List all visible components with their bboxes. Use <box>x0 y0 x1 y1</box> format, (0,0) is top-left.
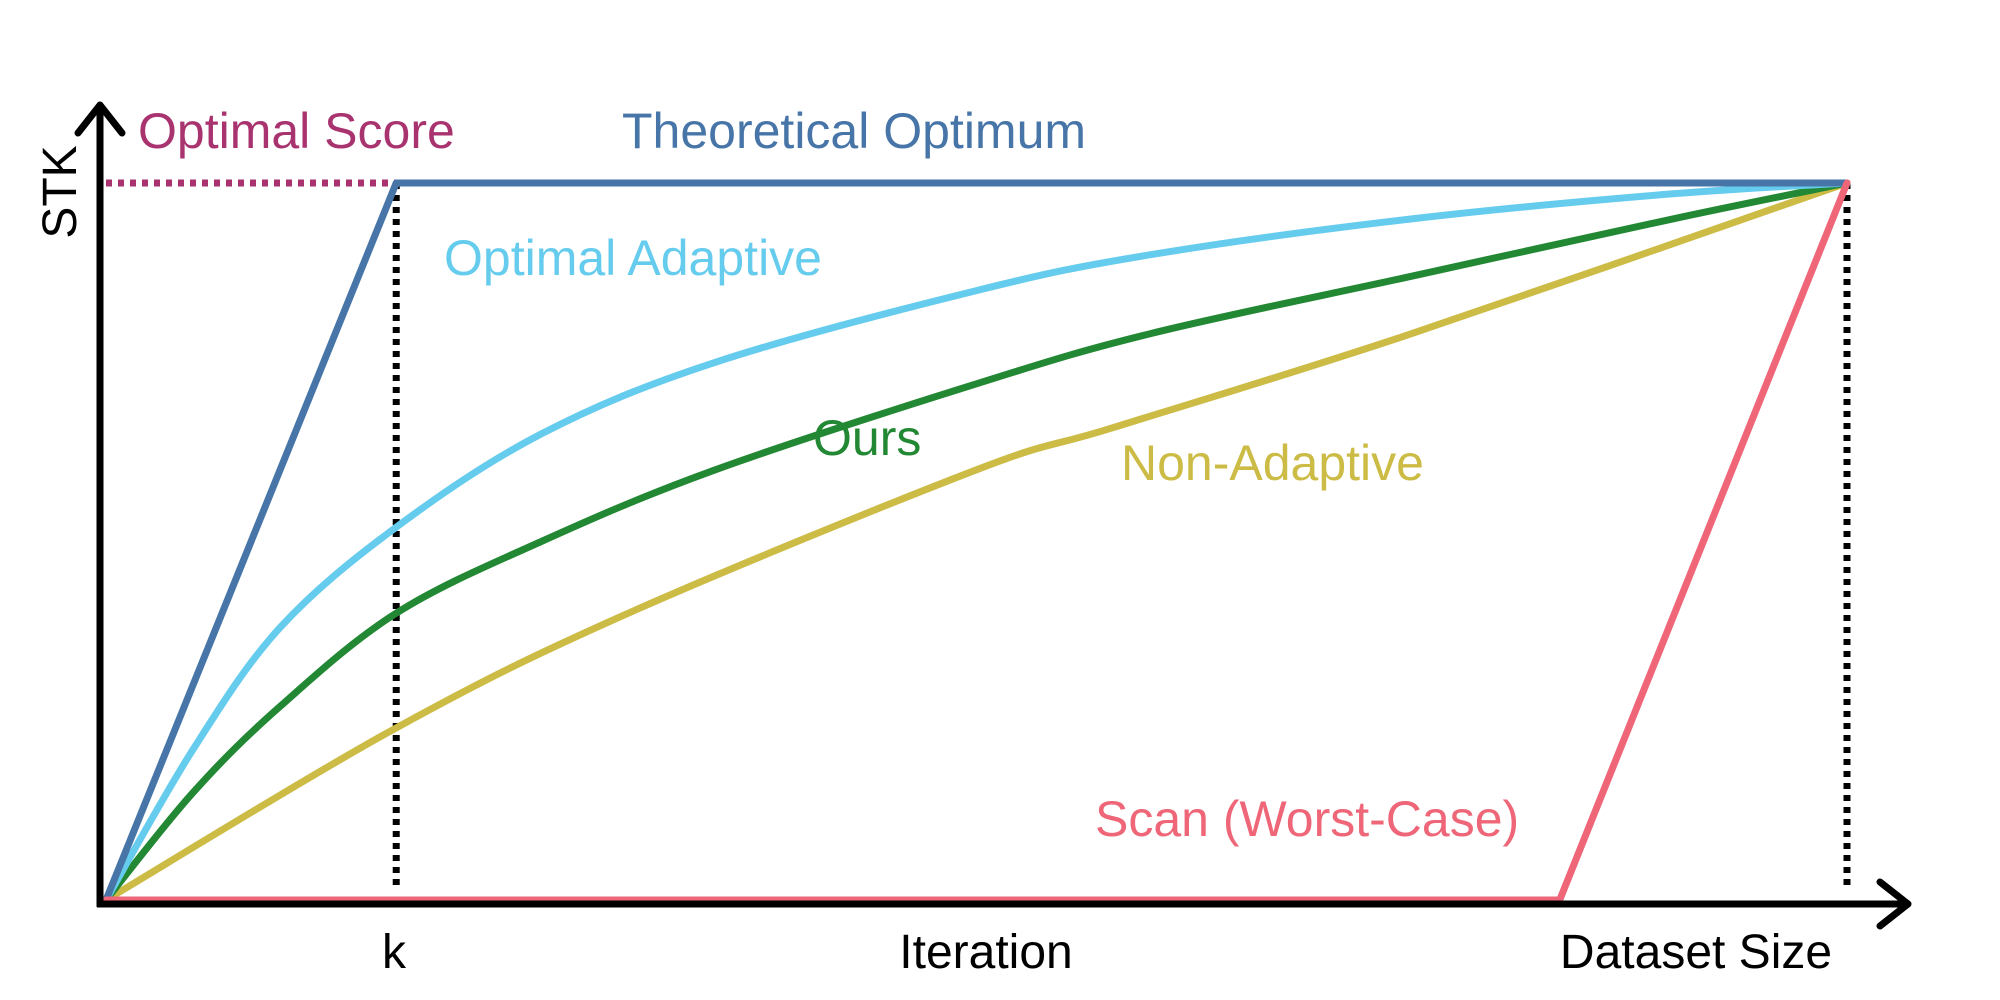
x-tick-label-k: k <box>382 926 407 979</box>
x-tick-label-dataset-size: Dataset Size <box>1560 926 1832 979</box>
label-scan-worst-case: Scan (Worst-Case) <box>1095 791 1519 847</box>
series-line-optimal-adaptive <box>102 179 1851 904</box>
series-line-theoretical-optimum <box>102 179 1851 904</box>
x-axis-label: Iteration <box>899 926 1072 979</box>
label-optimal-adaptive: Optimal Adaptive <box>444 230 822 286</box>
label-theoretical-optimum: Theoretical Optimum <box>622 103 1086 159</box>
x-axis-arrowhead <box>1876 878 1912 930</box>
y-axis-arrowhead <box>74 101 126 137</box>
series-lines <box>102 179 1851 904</box>
axes <box>74 101 1912 930</box>
y-axis-label: STK <box>34 145 87 238</box>
label-optimal-score: Optimal Score <box>138 103 455 159</box>
series-line-non-adaptive <box>102 179 1851 904</box>
series-line-scan-worst-case <box>102 179 1851 904</box>
label-non-adaptive: Non-Adaptive <box>1121 435 1424 491</box>
label-ours: Ours <box>813 410 921 466</box>
series-line-ours <box>102 179 1851 904</box>
